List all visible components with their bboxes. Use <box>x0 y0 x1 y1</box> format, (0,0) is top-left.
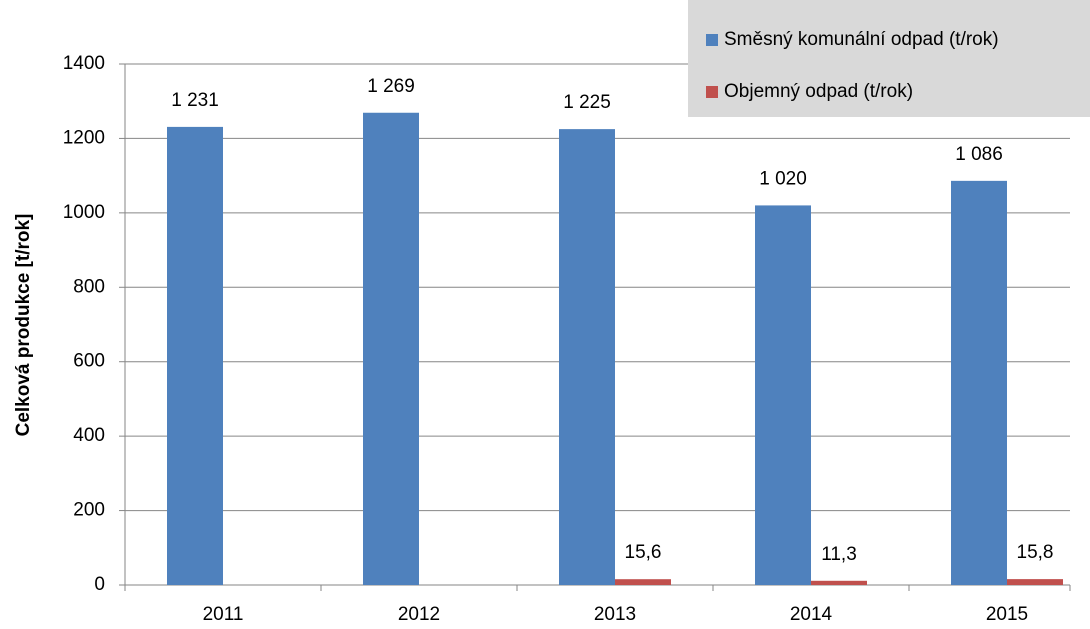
y-axis-title: Celková produkce [t/rok] <box>13 214 34 437</box>
bar <box>615 579 671 585</box>
data-label: 1 086 <box>955 144 1003 165</box>
bar <box>363 112 419 585</box>
bar <box>755 205 811 585</box>
bar <box>951 180 1007 586</box>
y-tick-label: 400 <box>73 425 105 446</box>
y-tick-label: 600 <box>73 351 105 372</box>
y-tick-label: 800 <box>73 276 105 297</box>
legend-label: Objemný odpad (t/rok) <box>724 81 913 102</box>
x-tick-label: 2012 <box>398 604 440 625</box>
x-tick-label: 2013 <box>594 604 636 625</box>
y-tick-label: 1000 <box>63 202 105 223</box>
data-label: 1 231 <box>171 90 219 111</box>
data-label: 15,8 <box>1017 542 1054 563</box>
bar <box>559 129 615 585</box>
data-label: 1 020 <box>759 168 807 189</box>
data-label: 15,6 <box>625 542 662 563</box>
x-tick-label: 2011 <box>203 604 244 625</box>
legend-swatch <box>706 86 718 98</box>
data-label: 1 269 <box>367 76 415 97</box>
bar <box>1007 579 1063 585</box>
data-label: 1 225 <box>563 92 611 113</box>
data-label: 11,3 <box>821 544 857 565</box>
y-tick-label: 1200 <box>63 127 105 148</box>
bar <box>811 580 867 585</box>
bar <box>167 126 223 585</box>
x-tick-label: 2015 <box>986 604 1028 625</box>
y-tick-label: 1400 <box>63 53 105 74</box>
legend-label: Směsný komunální odpad (t/rok) <box>724 29 999 50</box>
y-tick-label: 200 <box>73 500 105 521</box>
x-tick-label: 2014 <box>790 604 833 625</box>
y-tick-label: 0 <box>94 574 105 595</box>
legend-swatch <box>706 34 718 46</box>
legend-box <box>688 0 1090 117</box>
